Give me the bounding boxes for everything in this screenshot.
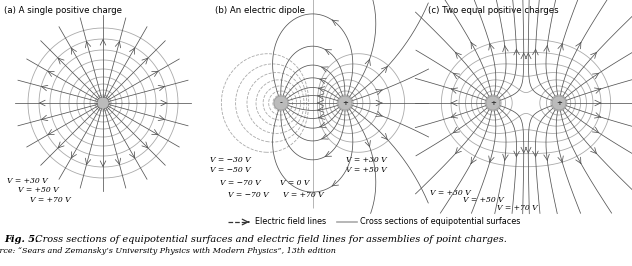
Text: +: + [342,100,348,106]
Text: V = −70 V: V = −70 V [228,191,269,199]
Text: Source: “Sears and Zemansky’s University Physics with Modern Physics”, 13th edit: Source: “Sears and Zemansky’s University… [0,247,336,255]
Text: (b) An electric dipole: (b) An electric dipole [215,6,305,15]
Polygon shape [97,97,109,109]
Text: V = +50 V: V = +50 V [346,166,387,174]
Text: V = +50 V: V = +50 V [18,186,59,194]
Text: V = −30 V: V = −30 V [210,156,251,164]
Text: V = +70 V: V = +70 V [30,196,71,204]
Polygon shape [486,96,500,110]
Text: Cross sections of equipotential surfaces: Cross sections of equipotential surfaces [360,218,520,227]
Text: +: + [556,100,562,106]
Text: Fig. 5.: Fig. 5. [4,235,39,244]
Text: +: + [490,100,496,106]
Text: V = +30 V: V = +30 V [346,156,387,164]
Text: V = +30 V: V = +30 V [430,189,471,197]
Text: (c) Two equal positive charges: (c) Two equal positive charges [428,6,559,15]
Polygon shape [338,96,352,110]
Text: Electric field lines: Electric field lines [255,218,326,227]
Polygon shape [552,96,566,110]
Text: V = +70 V: V = +70 V [283,191,324,199]
Text: V = +30 V: V = +30 V [7,177,47,185]
Text: V = −70 V: V = −70 V [220,179,260,187]
Text: V = +50 V: V = +50 V [463,196,504,204]
Polygon shape [274,96,288,110]
Text: Cross sections of equipotential surfaces and electric field lines for assemblies: Cross sections of equipotential surfaces… [32,235,507,244]
Text: V = 0 V: V = 0 V [280,179,310,187]
Text: -: - [279,100,283,106]
Text: (a) A single positive charge: (a) A single positive charge [4,6,122,15]
Text: V = −50 V: V = −50 V [210,166,251,174]
Text: V = +70 V: V = +70 V [497,204,538,212]
